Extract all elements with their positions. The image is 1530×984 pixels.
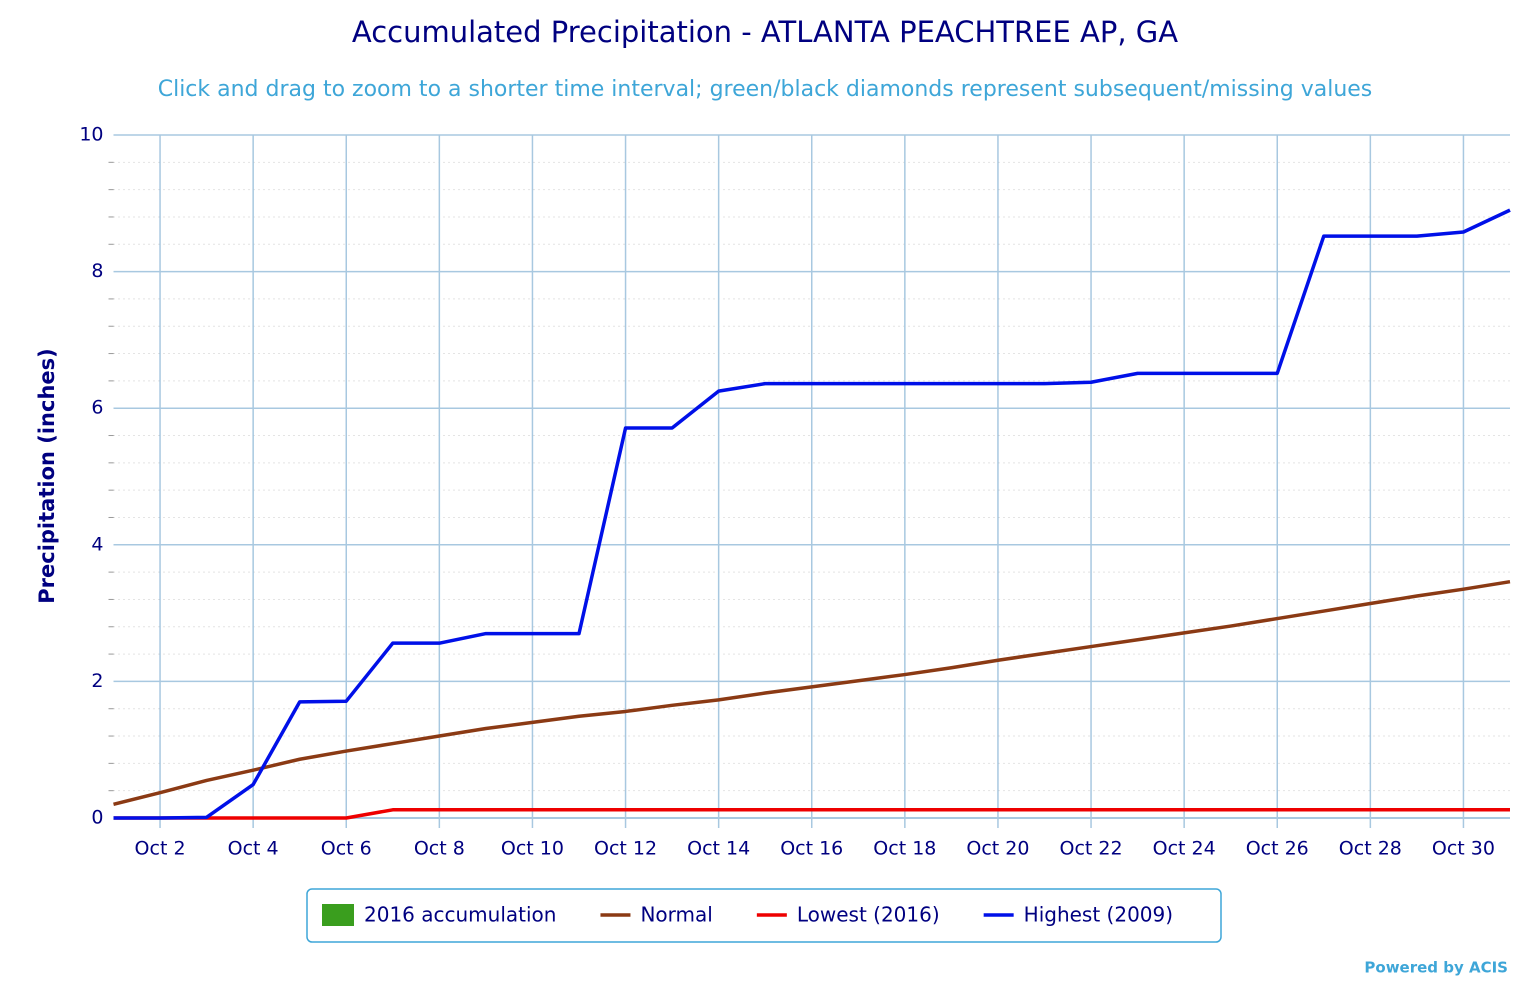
x-tick-label: Oct 30 bbox=[1432, 838, 1495, 860]
chart-title: Accumulated Precipitation - ATLANTA PEAC… bbox=[352, 15, 1178, 49]
x-tick-label: Oct 14 bbox=[687, 838, 750, 860]
x-tick-label: Oct 2 bbox=[135, 838, 186, 860]
y-tick-label: 2 bbox=[91, 670, 103, 692]
legend-label: Normal bbox=[640, 903, 712, 927]
y-tick-label: 0 bbox=[91, 807, 103, 829]
x-tick-label: Oct 4 bbox=[228, 838, 279, 860]
x-tick-label: Oct 28 bbox=[1339, 838, 1402, 860]
line bbox=[113, 208, 1511, 820]
x-tick-label: Oct 8 bbox=[414, 838, 465, 860]
legend-label: Lowest (2016) bbox=[797, 903, 940, 927]
legend-label: 2016 accumulation bbox=[364, 903, 556, 927]
y-tick-label: 8 bbox=[91, 260, 103, 282]
x-tick-label: Oct 18 bbox=[873, 838, 936, 860]
x-tick-label: Oct 16 bbox=[780, 838, 843, 860]
x-tick-label: Oct 20 bbox=[966, 838, 1029, 860]
y-axis-label: Precipitation (inches) bbox=[35, 348, 59, 604]
x-tick-label: Oct 12 bbox=[594, 838, 657, 860]
chart-subtitle: Click and drag to zoom to a shorter time… bbox=[158, 77, 1373, 102]
credit: Powered by ACIS bbox=[1364, 959, 1508, 977]
x-tick-label: Oct 26 bbox=[1246, 838, 1309, 860]
line bbox=[113, 579, 1511, 807]
y-tick-label: 6 bbox=[91, 397, 103, 419]
y-tick-label: 4 bbox=[91, 533, 103, 555]
y-tick-label: 10 bbox=[79, 124, 103, 146]
legend-label: Highest (2009) bbox=[1024, 903, 1173, 927]
line bbox=[113, 808, 1510, 820]
legend-swatch bbox=[322, 904, 354, 926]
x-tick-label: Oct 6 bbox=[321, 838, 372, 860]
x-tick-label: Oct 10 bbox=[501, 838, 564, 860]
x-tick-label: Oct 24 bbox=[1153, 838, 1216, 860]
x-tick-label: Oct 22 bbox=[1060, 838, 1123, 860]
